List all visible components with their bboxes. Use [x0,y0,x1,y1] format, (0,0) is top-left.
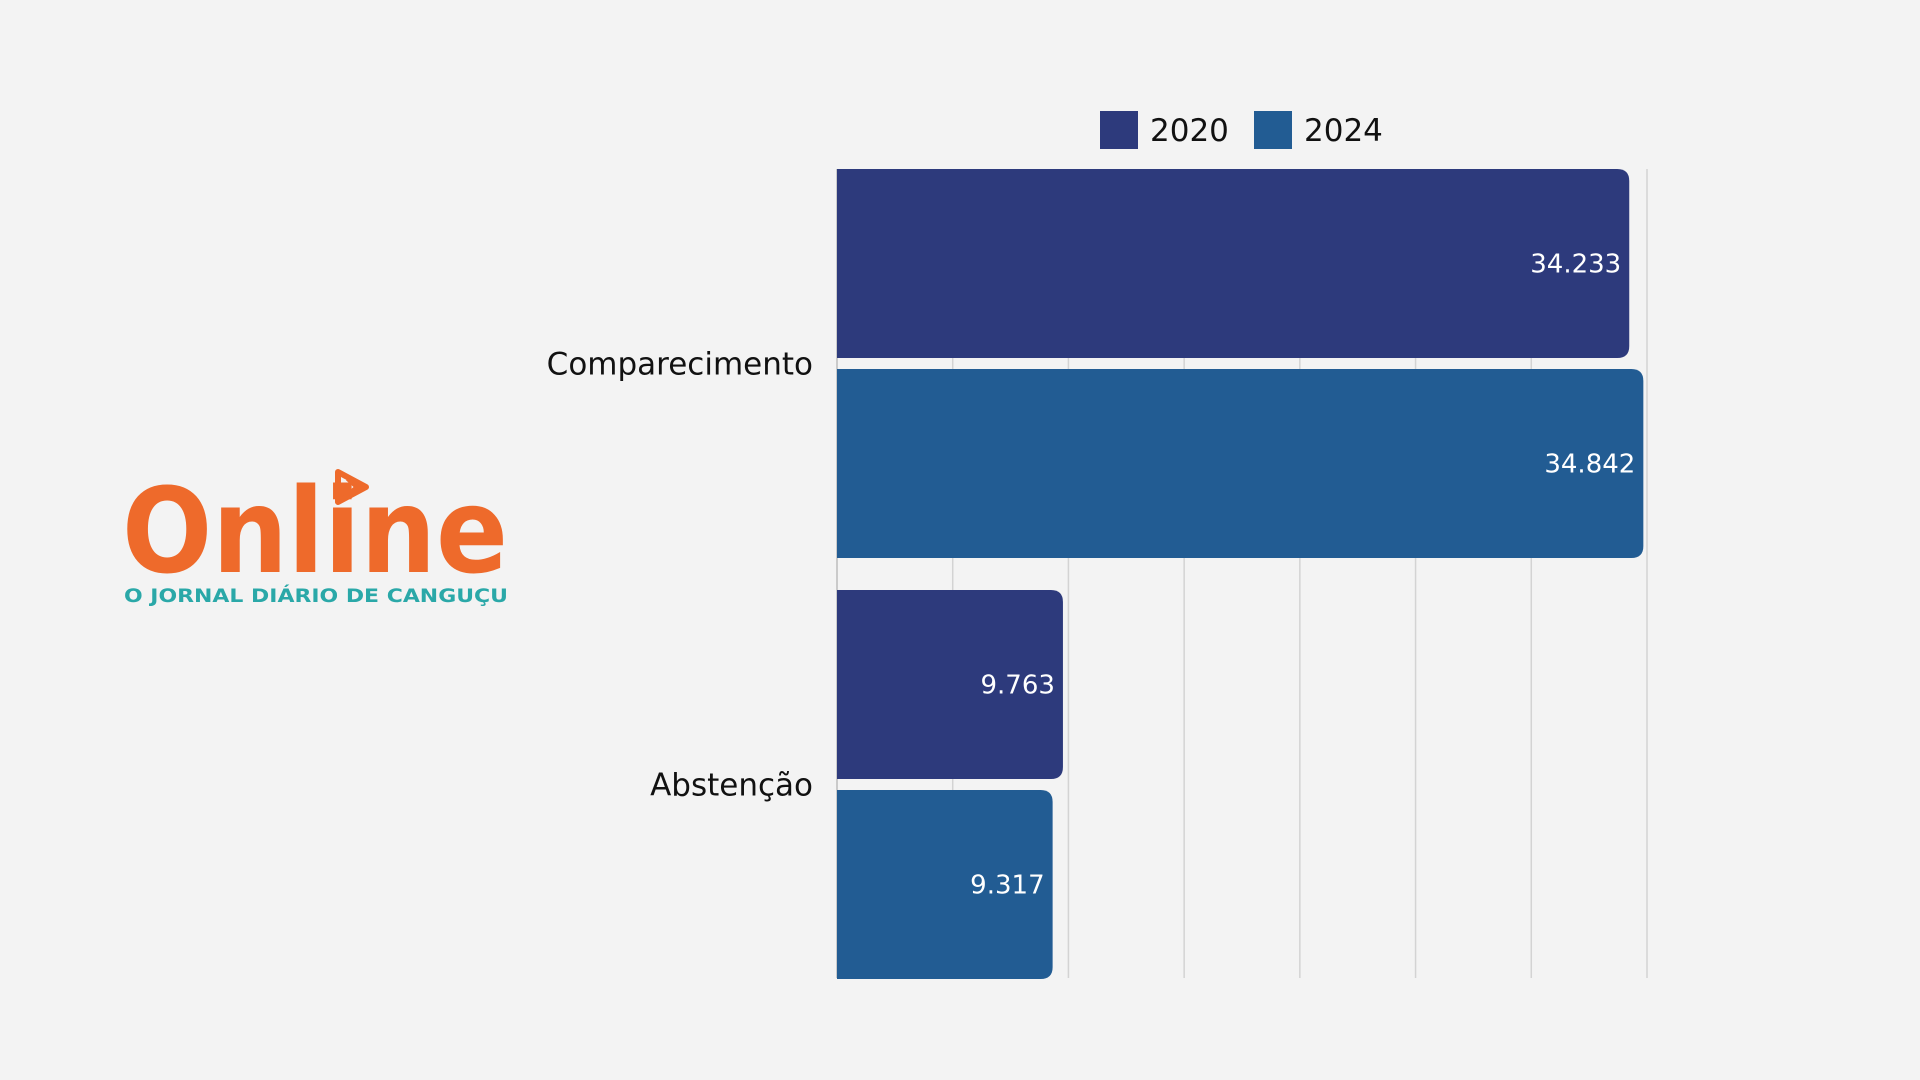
legend: 2020 2024 [1100,111,1383,149]
bar [837,169,1630,358]
legend-swatch [1254,111,1292,149]
bar [837,369,1644,558]
data-label: 34.842 [1544,450,1635,480]
bar [837,790,1053,979]
play-arrow-icon [335,469,369,505]
data-label: 34.233 [1530,250,1621,280]
logo: Online O JORNAL DIÁRIO DE CANGUÇU [122,466,508,607]
category-label: Comparecimento [547,347,813,383]
legend-label: 2024 [1304,113,1383,149]
logo-tagline: O JORNAL DIÁRIO DE CANGUÇU [124,584,508,607]
data-label: 9.317 [970,871,1044,901]
bars [837,169,1644,979]
bar [837,590,1063,779]
data-labels: 34.233 34.842 9.763 9.317 [970,250,1635,901]
legend-swatch [1100,111,1138,149]
logo-wordmark: Online [122,466,508,600]
data-label: 9.763 [981,671,1055,701]
category-label: Abstenção [650,768,813,804]
legend-label: 2020 [1150,113,1229,149]
category-labels: Comparecimento Abstenção [547,347,813,804]
